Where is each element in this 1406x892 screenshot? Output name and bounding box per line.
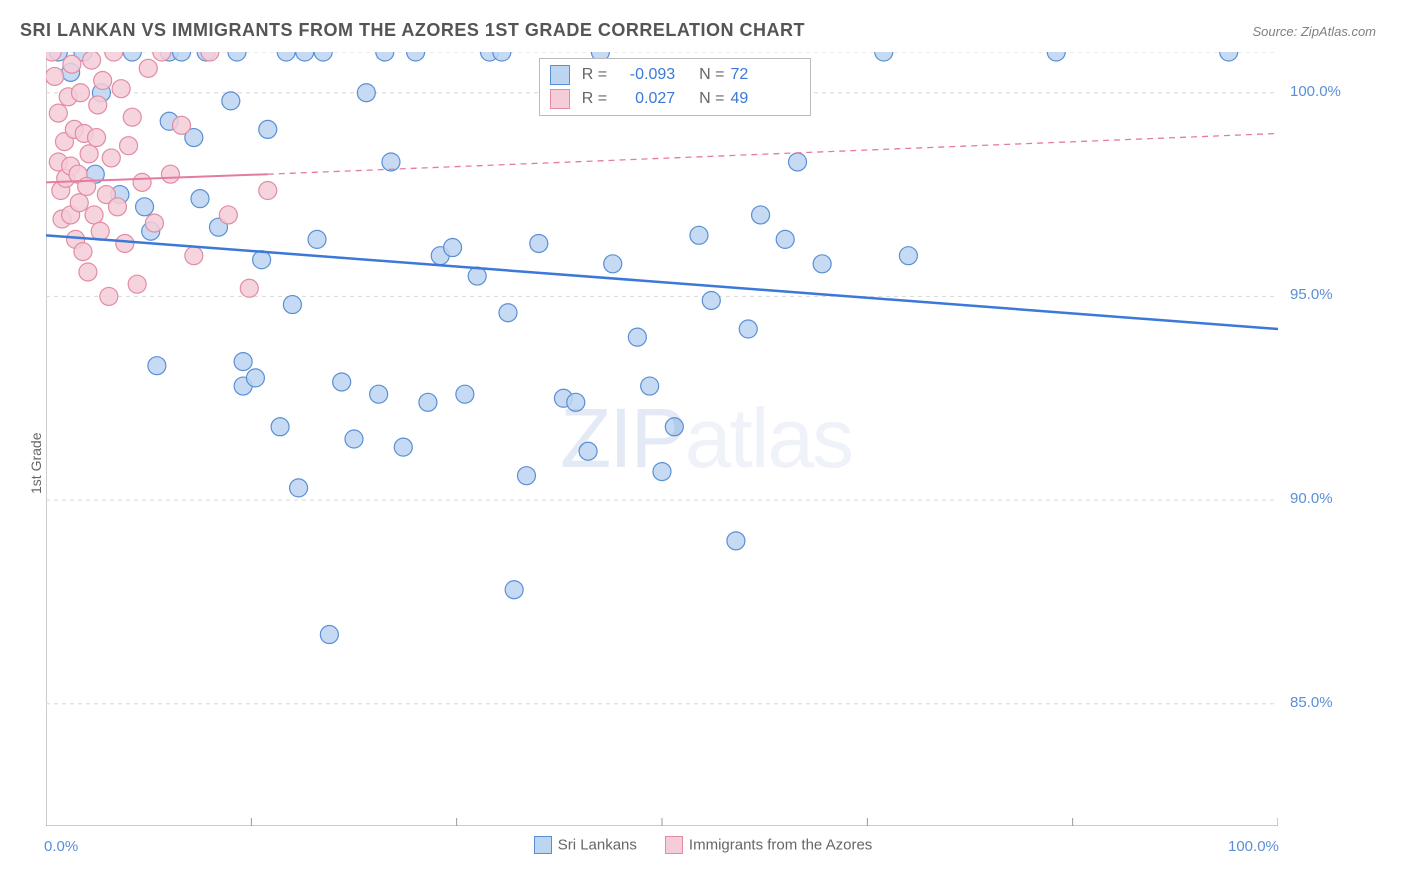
r-value: -0.093 xyxy=(613,66,675,84)
legend-item: Sri Lankans xyxy=(534,836,637,853)
stats-row: R = -0.093 N = 72 xyxy=(550,63,800,87)
y-tick-label: 95.0% xyxy=(1290,286,1333,303)
legend-swatch xyxy=(665,836,683,854)
chart-title: SRI LANKAN VS IMMIGRANTS FROM THE AZORES… xyxy=(20,20,805,41)
n-value: 49 xyxy=(730,90,748,108)
series-legend: Sri Lankans Immigrants from the Azores xyxy=(0,836,1406,854)
legend-label: Sri Lankans xyxy=(558,837,637,854)
r-label: R = xyxy=(582,66,607,84)
r-value: 0.027 xyxy=(613,90,675,108)
stats-row: R = 0.027 N = 49 xyxy=(550,87,800,111)
legend-swatch xyxy=(534,836,552,854)
correlation-stats-legend: R = -0.093 N = 72 R = 0.027 N = 49 xyxy=(539,58,811,116)
x-tick-label: 0.0% xyxy=(44,838,78,855)
legend-item: Immigrants from the Azores xyxy=(665,836,872,853)
source-attribution: Source: ZipAtlas.com xyxy=(1252,24,1376,39)
y-tick-label: 85.0% xyxy=(1290,694,1333,711)
legend-label: Immigrants from the Azores xyxy=(689,837,872,854)
n-label: N = xyxy=(699,66,724,84)
legend-swatch xyxy=(550,89,570,109)
legend-swatch xyxy=(550,65,570,85)
n-label: N = xyxy=(699,90,724,108)
x-tick-label: 100.0% xyxy=(1228,838,1338,855)
y-axis-label: 1st Grade xyxy=(28,433,44,494)
n-value: 72 xyxy=(730,66,748,84)
y-tick-label: 90.0% xyxy=(1290,490,1333,507)
y-tick-label: 100.0% xyxy=(1290,83,1341,100)
r-label: R = xyxy=(582,90,607,108)
correlation-scatter-plot xyxy=(46,52,1278,826)
